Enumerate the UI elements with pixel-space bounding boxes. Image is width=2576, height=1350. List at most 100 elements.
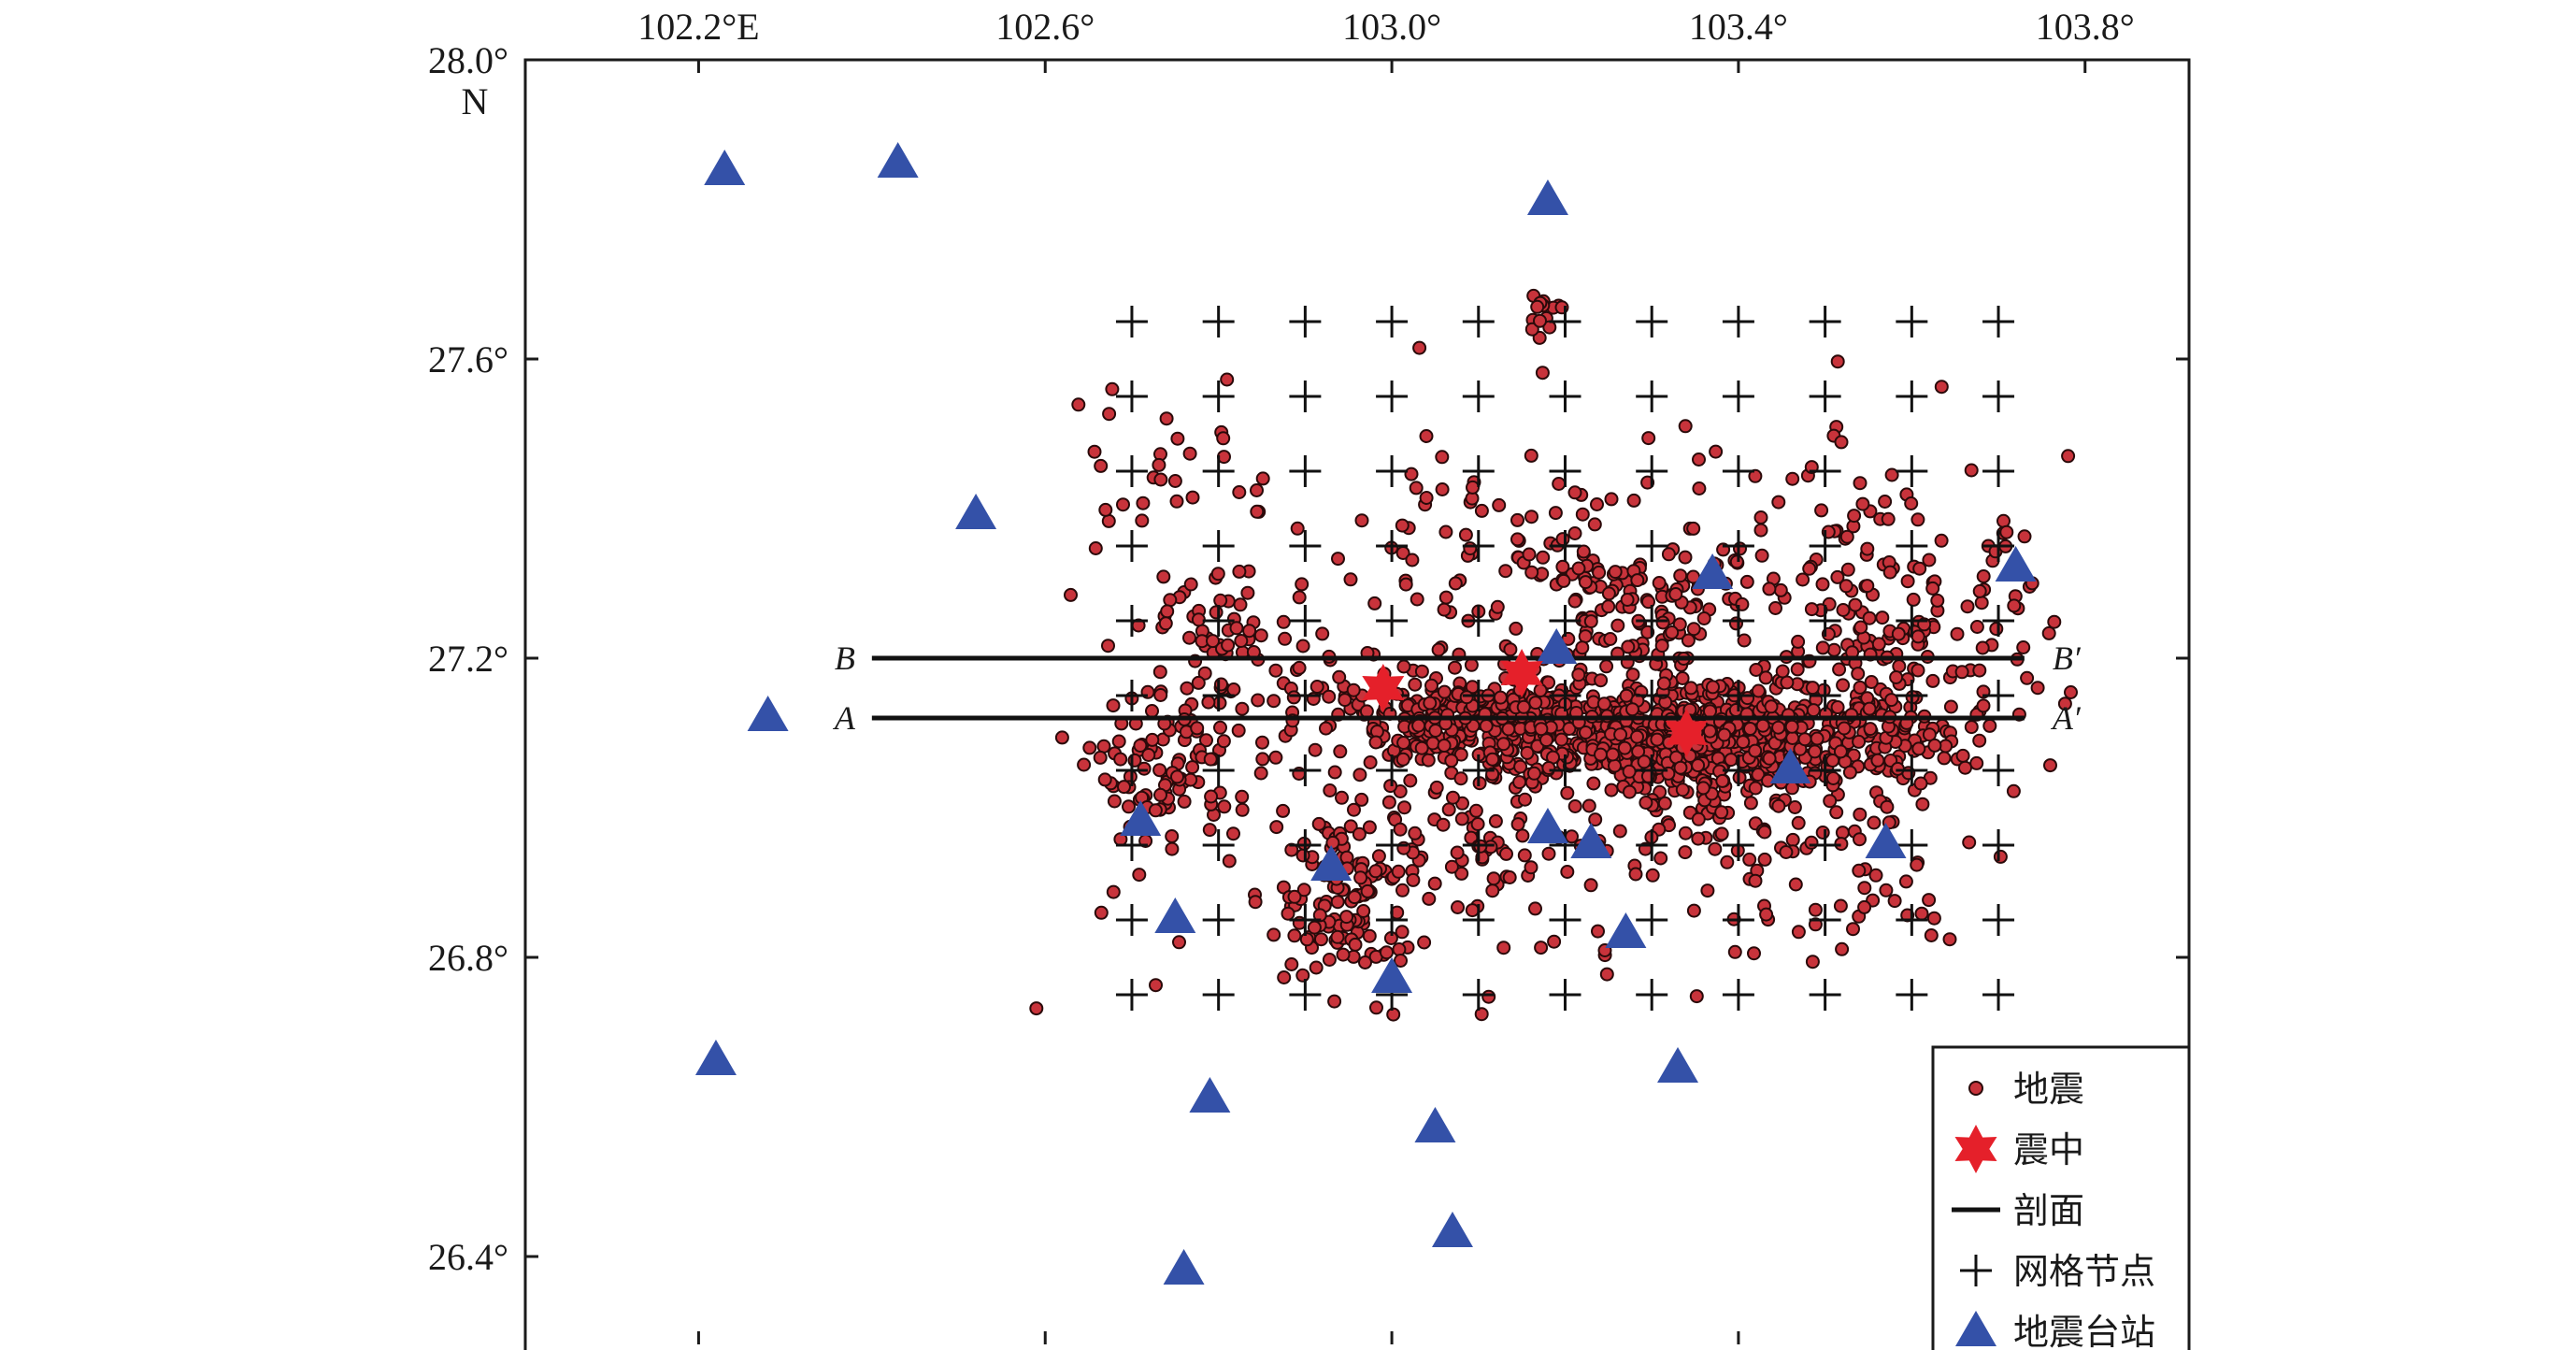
earthquake-dot <box>1748 468 1763 483</box>
earthquake-dot <box>1621 639 1636 654</box>
station-triangle-icon <box>1163 1249 1205 1285</box>
earthquake-dot <box>1518 792 1532 807</box>
legend-quake-icon <box>1968 1081 1983 1096</box>
earthquake-dot <box>1586 776 1601 791</box>
map-frame <box>523 58 2191 1350</box>
earthquake-dot <box>1347 890 1362 905</box>
earthquake-dot <box>1868 868 1883 883</box>
station-triangle-icon <box>1371 957 1413 993</box>
station-triangle-icon <box>1995 546 2037 582</box>
earthquake-dot <box>1411 718 1426 733</box>
earthquake-dot <box>1152 457 1166 472</box>
earthquake-dot <box>1653 851 1668 866</box>
earthquake-dot <box>1975 640 1990 655</box>
grid-node <box>1202 680 1235 711</box>
earthquake-dot <box>1403 773 1418 788</box>
earthquake-dot <box>1884 693 1899 708</box>
earthquake-dot <box>1435 482 1450 496</box>
profile-label-end: B′ <box>2053 639 2082 677</box>
earthquake-dot <box>1419 429 1434 443</box>
profile-label-start: A <box>833 699 856 737</box>
station-triangle-icon <box>1536 628 1578 664</box>
earthquake-dot <box>1727 944 1742 959</box>
earthquake-dot <box>1576 544 1591 559</box>
earthquake-dot <box>1503 642 1518 657</box>
earthquake-dot <box>1235 701 1250 716</box>
station-triangle-icon <box>1431 1212 1473 1247</box>
grid-node <box>1376 904 1409 936</box>
earthquake-dot <box>1231 723 1246 738</box>
earthquake-dot <box>1133 739 1148 753</box>
earthquake-dot <box>1421 753 1436 768</box>
earthquake-dot <box>1749 663 1764 677</box>
grid-node <box>1636 904 1668 936</box>
earthquake-dot <box>1665 625 1680 639</box>
earthquake-dot <box>1206 634 1220 649</box>
earthquake-dot <box>1974 596 1989 610</box>
earthquake-dot <box>1622 764 1637 779</box>
grid-node <box>1722 904 1754 936</box>
earthquake-dot <box>1448 576 1463 591</box>
earthquake-dot <box>1391 864 1406 879</box>
earthquake-dot <box>1180 681 1195 696</box>
earthquake-dot <box>1490 599 1505 614</box>
earthquake-dot <box>1431 642 1446 657</box>
earthquake-dot <box>1510 512 1524 527</box>
grid-node <box>1289 829 1322 861</box>
grid-node <box>1982 754 2015 786</box>
earthquake-dot <box>1485 752 1500 767</box>
earthquake-dot <box>1596 697 1611 711</box>
earthquake-dot <box>1594 747 1608 762</box>
grid-node <box>1549 605 1581 637</box>
station-triangle-icon <box>1526 180 1568 215</box>
earthquake-dot <box>1054 730 1069 745</box>
earthquake-dot <box>1332 669 1347 684</box>
earthquake-dot <box>1937 751 1952 766</box>
earthquake-dot <box>1925 581 1940 596</box>
earthquake-dot <box>1235 802 1250 817</box>
earthquake-dot <box>1423 696 1438 711</box>
earthquake-dot <box>1790 662 1805 677</box>
earthquake-dot <box>1520 745 1535 760</box>
earthquake-dot <box>1501 722 1516 737</box>
grid-node <box>1896 979 1928 1011</box>
grid-node <box>1809 605 1841 637</box>
earthquake-dot <box>1240 585 1255 600</box>
earthquake-dot <box>1177 794 1192 809</box>
earthquake-dot <box>1165 829 1180 843</box>
earthquake-dot <box>1832 662 1847 677</box>
earthquake-dot <box>1308 742 1323 757</box>
earthquake-dot <box>1395 925 1410 940</box>
grid-node <box>1202 306 1235 338</box>
earthquake-dot <box>1116 497 1130 512</box>
earthquake-dot <box>1810 731 1825 746</box>
station-triangle-icon <box>1769 748 1811 783</box>
earthquake-dot <box>1169 494 1184 509</box>
grid-node <box>1982 530 2015 562</box>
earthquake-dot <box>1127 753 1142 768</box>
earthquake-dot <box>1815 577 1830 592</box>
earthquake-dot <box>1255 752 1270 767</box>
earthquake-dot <box>1835 941 1850 956</box>
earthquake-dot <box>1202 823 1217 838</box>
earthquake-dot <box>1209 605 1224 620</box>
earthquake-dot <box>1242 624 1257 639</box>
grid-node <box>1462 605 1495 637</box>
earthquake-dot <box>1639 796 1653 810</box>
earthquake-dot <box>1604 492 1619 507</box>
earthquake-dot <box>1185 490 1200 505</box>
earthquake-dot <box>1330 929 1345 944</box>
earthquake-dot <box>1715 773 1730 788</box>
earthquake-dot <box>1479 719 1494 733</box>
earthquake-dot <box>1747 946 1761 961</box>
earthquake-dot <box>1808 917 1823 932</box>
earthquake-dot <box>1424 678 1438 693</box>
earthquake-dot <box>1599 659 1614 674</box>
earthquake-dot <box>1870 753 1885 768</box>
earthquake-dot <box>1654 639 1669 653</box>
earthquake-dot <box>1579 725 1593 740</box>
earthquake-dot <box>1753 523 1768 538</box>
earthquake-dot <box>1096 739 1111 754</box>
earthquake-dot <box>1295 848 1310 863</box>
